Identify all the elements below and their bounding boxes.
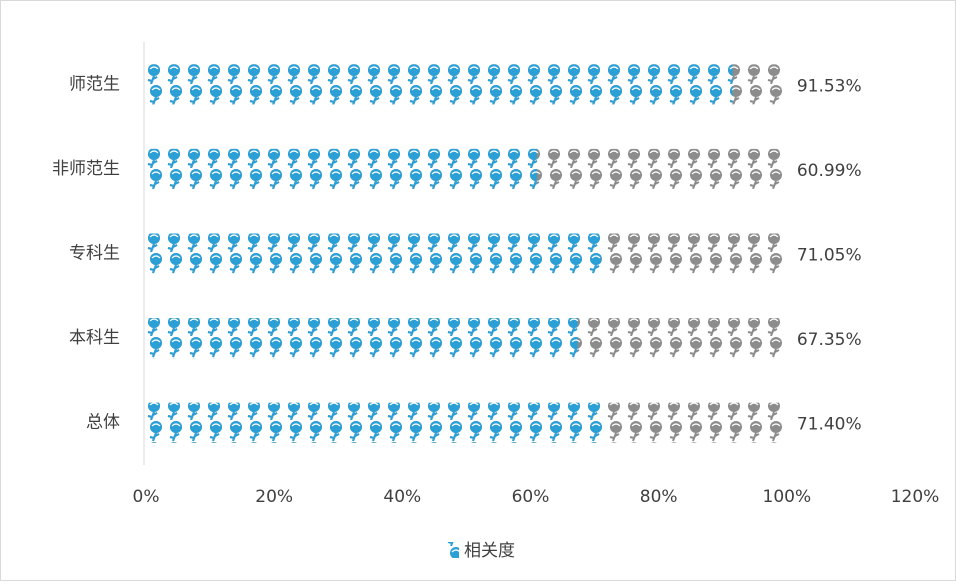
x-tick-label: 0% (133, 487, 160, 507)
bar (146, 148, 537, 189)
bar (146, 402, 604, 443)
x-tick-label: 60% (512, 487, 550, 507)
value-label: 71.05% (797, 246, 862, 266)
x-tick-label: 100% (763, 487, 812, 507)
bar (146, 233, 602, 274)
value-label: 91.53% (797, 76, 862, 96)
y-tick-label: 专科生 (69, 244, 120, 264)
legend-label: 相关度 (464, 541, 515, 561)
x-tick-label: 80% (640, 487, 678, 507)
x-tick-label: 20% (255, 487, 293, 507)
legend: 相关度 (447, 541, 515, 561)
y-tick-label: 总体 (86, 413, 120, 433)
bar (146, 318, 578, 359)
bar (146, 64, 733, 105)
value-label: 60.99% (797, 161, 862, 181)
y-tick-label: 师范生 (69, 74, 120, 94)
y-tick-label: 非师范生 (52, 159, 120, 179)
x-tick-label: 40% (383, 487, 421, 507)
value-label: 71.40% (797, 415, 862, 435)
legend-icon (447, 542, 459, 558)
y-tick-label: 本科生 (69, 328, 120, 348)
value-label: 67.35% (797, 330, 862, 350)
x-tick-label: 120% (891, 487, 940, 507)
